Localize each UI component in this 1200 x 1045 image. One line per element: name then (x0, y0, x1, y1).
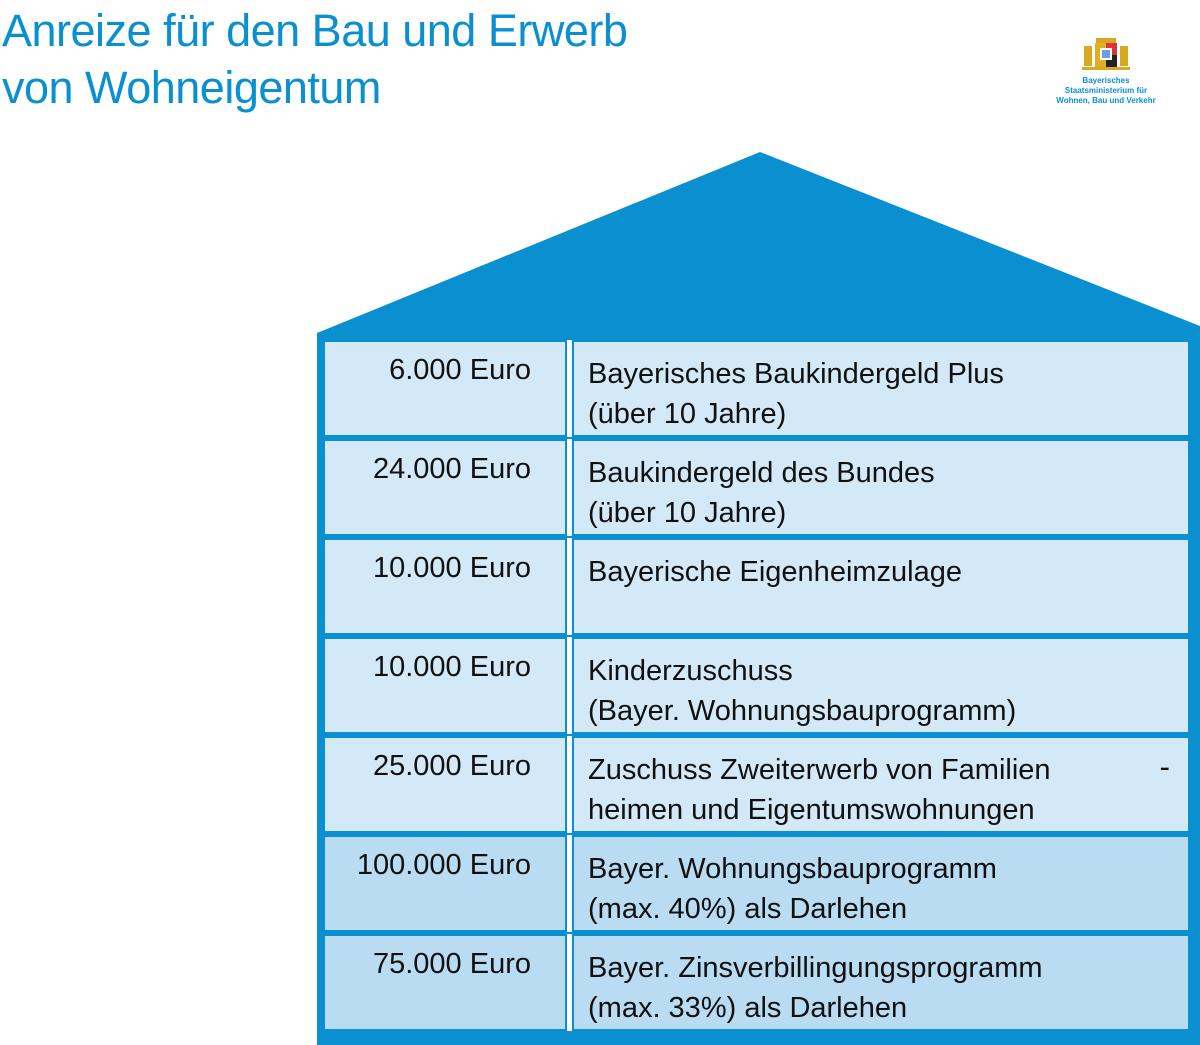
amount: 24.000 Euro (372, 453, 531, 485)
description: Bayer. Zinsverbillingungsprogramm (max. … (588, 948, 1043, 1028)
logo-line-3: Wohnen, Bau und Verkehr (1056, 96, 1156, 105)
amount-cell: 25.000 Euro (323, 736, 567, 833)
description: Bayerische Eigenheimzulage (588, 552, 962, 592)
logo-line-2: Staatsministerium für (1064, 86, 1148, 95)
amount-cell: 6.000 Euro (323, 340, 567, 437)
amount-cell: 100.000 Euro (323, 835, 567, 932)
description-cell: Zuschuss Zweiterwerb von Familien heimen… (572, 736, 1190, 833)
description-cell: Baukindergeld des Bundes (über 10 Jahre) (572, 439, 1190, 536)
amount-cell: 10.000 Euro (323, 637, 567, 734)
description-line-1: Bayer. Zinsverbillingungsprogramm (588, 952, 1043, 984)
description-cell: Bayer. Zinsverbillingungsprogramm (max. … (572, 934, 1190, 1031)
description-line-1: Zuschuss Zweiterwerb von Familien (588, 754, 1051, 786)
description-line-2: (max. 40%) als Darlehen (588, 893, 908, 925)
description-line-2: (über 10 Jahre) (588, 497, 787, 529)
title-line-1: Anreize für den Bau und Erwerb (2, 5, 628, 56)
hyphenation-mark: - (1159, 750, 1170, 784)
house-roof (317, 152, 1200, 336)
amount-cell: 24.000 Euro (323, 439, 567, 536)
table-row: 10.000 Euro Kinderzuschuss (Bayer. Wohnu… (323, 637, 1190, 734)
description-line-1: Bayerisches Baukindergeld Plus (588, 358, 1004, 390)
description-cell: Bayerische Eigenheimzulage (572, 538, 1190, 635)
table-row: 6.000 Euro Bayerisches Baukindergeld Plu… (323, 340, 1190, 437)
amount-cell: 10.000 Euro (323, 538, 567, 635)
description-cell: Bayer. Wohnungsbauprogramm (max. 40%) al… (572, 835, 1190, 932)
table-row: 24.000 Euro Baukindergeld des Bundes (üb… (323, 439, 1190, 536)
amount: 25.000 Euro (372, 750, 531, 782)
logo-line-1: Bayerisches (1082, 76, 1130, 85)
table-row: 75.000 Euro Bayer. Zinsverbillingungspro… (323, 934, 1190, 1031)
description-cell: Kinderzuschuss (Bayer. Wohnungsbauprogra… (572, 637, 1190, 734)
description-line-1: Bayerische Eigenheimzulage (588, 556, 962, 588)
amount-cell: 75.000 Euro (323, 934, 567, 1031)
description-line-2: heimen und Eigentumswohnungen (588, 794, 1035, 826)
ministry-name: Bayerisches Staatsministerium für Wohnen… (1050, 76, 1162, 106)
description-cell: Bayerisches Baukindergeld Plus (über 10 … (572, 340, 1190, 437)
description-line-2: (max. 33%) als Darlehen (588, 992, 908, 1024)
table-row: 100.000 Euro Bayer. Wohnungsbauprogramm … (323, 835, 1190, 932)
coat-of-arms-icon (1082, 38, 1130, 70)
description-line-1: Kinderzuschuss (588, 655, 793, 687)
title-line-2: von Wohneigentum (2, 62, 381, 113)
description-line-1: Baukindergeld des Bundes (588, 457, 935, 489)
ministry-logo: Bayerisches Staatsministerium für Wohnen… (1050, 38, 1162, 106)
description-line-2: (über 10 Jahre) (588, 398, 787, 430)
description: Bayerisches Baukindergeld Plus (über 10 … (588, 354, 1004, 434)
table-row: 25.000 Euro Zuschuss Zweiterwerb von Fam… (323, 736, 1190, 833)
description: Kinderzuschuss (Bayer. Wohnungsbauprogra… (588, 651, 1016, 731)
description-line-1: Bayer. Wohnungsbauprogramm (588, 853, 997, 885)
house-table: 6.000 Euro Bayerisches Baukindergeld Plu… (317, 333, 1200, 1045)
description: Zuschuss Zweiterwerb von Familien heimen… (588, 750, 1051, 830)
amount: 75.000 Euro (372, 948, 531, 980)
description-line-2: (Bayer. Wohnungsbauprogramm) (588, 695, 1017, 727)
description: Bayer. Wohnungsbauprogramm (max. 40%) al… (588, 849, 997, 929)
amount: 6.000 Euro (389, 354, 531, 386)
description: Baukindergeld des Bundes (über 10 Jahre) (588, 453, 935, 533)
amount: 100.000 Euro (356, 849, 531, 881)
amount: 10.000 Euro (372, 651, 531, 683)
table-row: 10.000 Euro Bayerische Eigenheimzulage (323, 538, 1190, 635)
amount: 10.000 Euro (372, 552, 531, 584)
page-title: Anreize für den Bau und Erwerb von Wohne… (2, 2, 628, 116)
